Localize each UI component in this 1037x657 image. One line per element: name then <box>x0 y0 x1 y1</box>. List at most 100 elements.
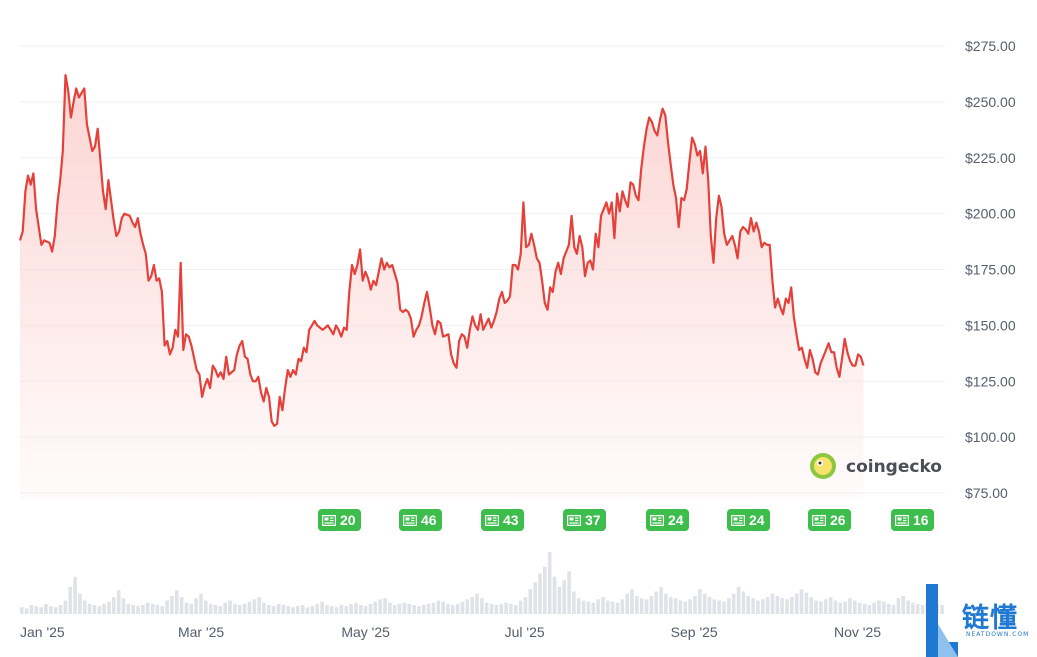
volume-bar <box>853 600 857 614</box>
news-badge[interactable]: 20 <box>318 509 361 531</box>
x-axis: Jan '25 Mar '25 May '25 Jul '25 Sep '25 Nov '… <box>20 624 881 640</box>
news-badge[interactable]: 37 <box>563 509 606 531</box>
volume-bar <box>799 589 804 614</box>
volume-bar <box>436 600 441 614</box>
volume-bar <box>165 600 169 614</box>
volume-bar <box>160 606 164 614</box>
news-badge-count: 24 <box>668 512 684 528</box>
volume-bar <box>155 605 160 614</box>
volume-bar <box>136 606 140 614</box>
volume-bar <box>591 602 596 614</box>
x-tick-label: Sep '25 <box>671 624 718 640</box>
volume-bar <box>465 599 470 614</box>
volume-bar <box>673 598 678 614</box>
volume-bar <box>141 605 145 614</box>
volume-bar <box>746 596 750 614</box>
volume-bar <box>68 586 72 614</box>
volume-bar <box>58 605 63 614</box>
volume-bar <box>455 603 460 614</box>
volume-bar <box>872 602 876 614</box>
volume-bar <box>320 601 324 614</box>
volume-bar <box>262 602 266 614</box>
x-tick-label: Jul '25 <box>505 624 545 640</box>
volume-bar <box>693 596 697 614</box>
volume-bar <box>828 597 833 614</box>
news-badge[interactable]: 46 <box>399 509 442 531</box>
volume-bar <box>247 601 252 614</box>
volume-bar <box>862 603 867 614</box>
y-tick-label: $175.00 <box>965 262 1016 278</box>
volume-bar <box>363 606 368 614</box>
volume-bar <box>761 599 765 614</box>
volume-bar <box>780 598 784 614</box>
news-badge-count: 46 <box>421 512 437 528</box>
volume-bar <box>237 605 242 614</box>
volume-bar <box>218 606 223 614</box>
volume-bar <box>644 599 649 614</box>
y-tick-label: $200.00 <box>965 206 1016 222</box>
news-badge[interactable]: 16 <box>891 509 934 531</box>
volume-bar <box>271 606 276 614</box>
volume-bar <box>770 593 775 614</box>
volume-bar <box>334 607 339 614</box>
volume-bar <box>702 593 707 614</box>
volume-bar <box>63 600 68 614</box>
y-tick-label: $125.00 <box>965 373 1016 389</box>
volume-bar <box>233 603 237 614</box>
volume-bar <box>354 602 358 614</box>
volume-bar <box>349 603 353 614</box>
newspaper-icon <box>731 514 745 526</box>
volume-bar <box>741 591 746 614</box>
volume-bar <box>586 601 591 614</box>
volume-bar <box>557 586 562 614</box>
volume-bar <box>150 603 155 614</box>
volume-bar <box>441 601 445 614</box>
volume-bar <box>78 593 82 614</box>
news-badge[interactable]: 26 <box>808 509 851 531</box>
volume-bar <box>625 593 629 614</box>
volume-bar <box>257 597 261 614</box>
volume-bar <box>581 600 586 614</box>
logo-en-text: NEATDOWN.COM <box>966 631 1030 638</box>
l-logo-icon <box>926 584 958 657</box>
volume-bar <box>305 607 310 614</box>
volume-bar <box>407 603 411 614</box>
volume-bar <box>838 602 843 614</box>
volume-bar <box>204 600 208 614</box>
volume-bar <box>736 586 741 614</box>
newspaper-icon <box>895 514 909 526</box>
volume-bar <box>877 600 881 614</box>
y-tick-label: $75.00 <box>965 485 1008 501</box>
volume-bar <box>518 600 523 614</box>
volume-bar <box>823 599 828 614</box>
volume-bar <box>538 573 542 614</box>
volume-bar <box>426 603 431 614</box>
volume-bar <box>373 601 378 614</box>
volume-bar <box>489 603 494 614</box>
volume-bar <box>635 596 639 614</box>
volume-bar <box>543 566 547 614</box>
gecko-logo-face-icon <box>814 457 832 475</box>
volume-bar <box>34 606 39 614</box>
volume-bar <box>765 597 770 614</box>
volume-bars <box>20 552 944 614</box>
volume-bar <box>809 597 813 614</box>
volume-bar <box>504 602 508 614</box>
volume-bar <box>431 602 436 614</box>
x-tick-label: May '25 <box>341 624 390 640</box>
news-badge-count: 24 <box>749 512 765 528</box>
news-badge[interactable]: 43 <box>481 509 524 531</box>
volume-bar <box>402 602 407 614</box>
volume-bar <box>53 607 58 614</box>
volume-bar <box>494 605 499 614</box>
volume-bar <box>208 603 213 614</box>
volume-bar <box>92 605 97 614</box>
news-badge[interactable]: 24 <box>646 509 689 531</box>
volume-bar <box>533 582 537 614</box>
volume-bar <box>576 598 581 614</box>
news-badge[interactable]: 24 <box>727 509 770 531</box>
volume-bar <box>659 586 663 614</box>
y-tick-label: $250.00 <box>965 94 1016 110</box>
volume-bar <box>615 602 620 614</box>
